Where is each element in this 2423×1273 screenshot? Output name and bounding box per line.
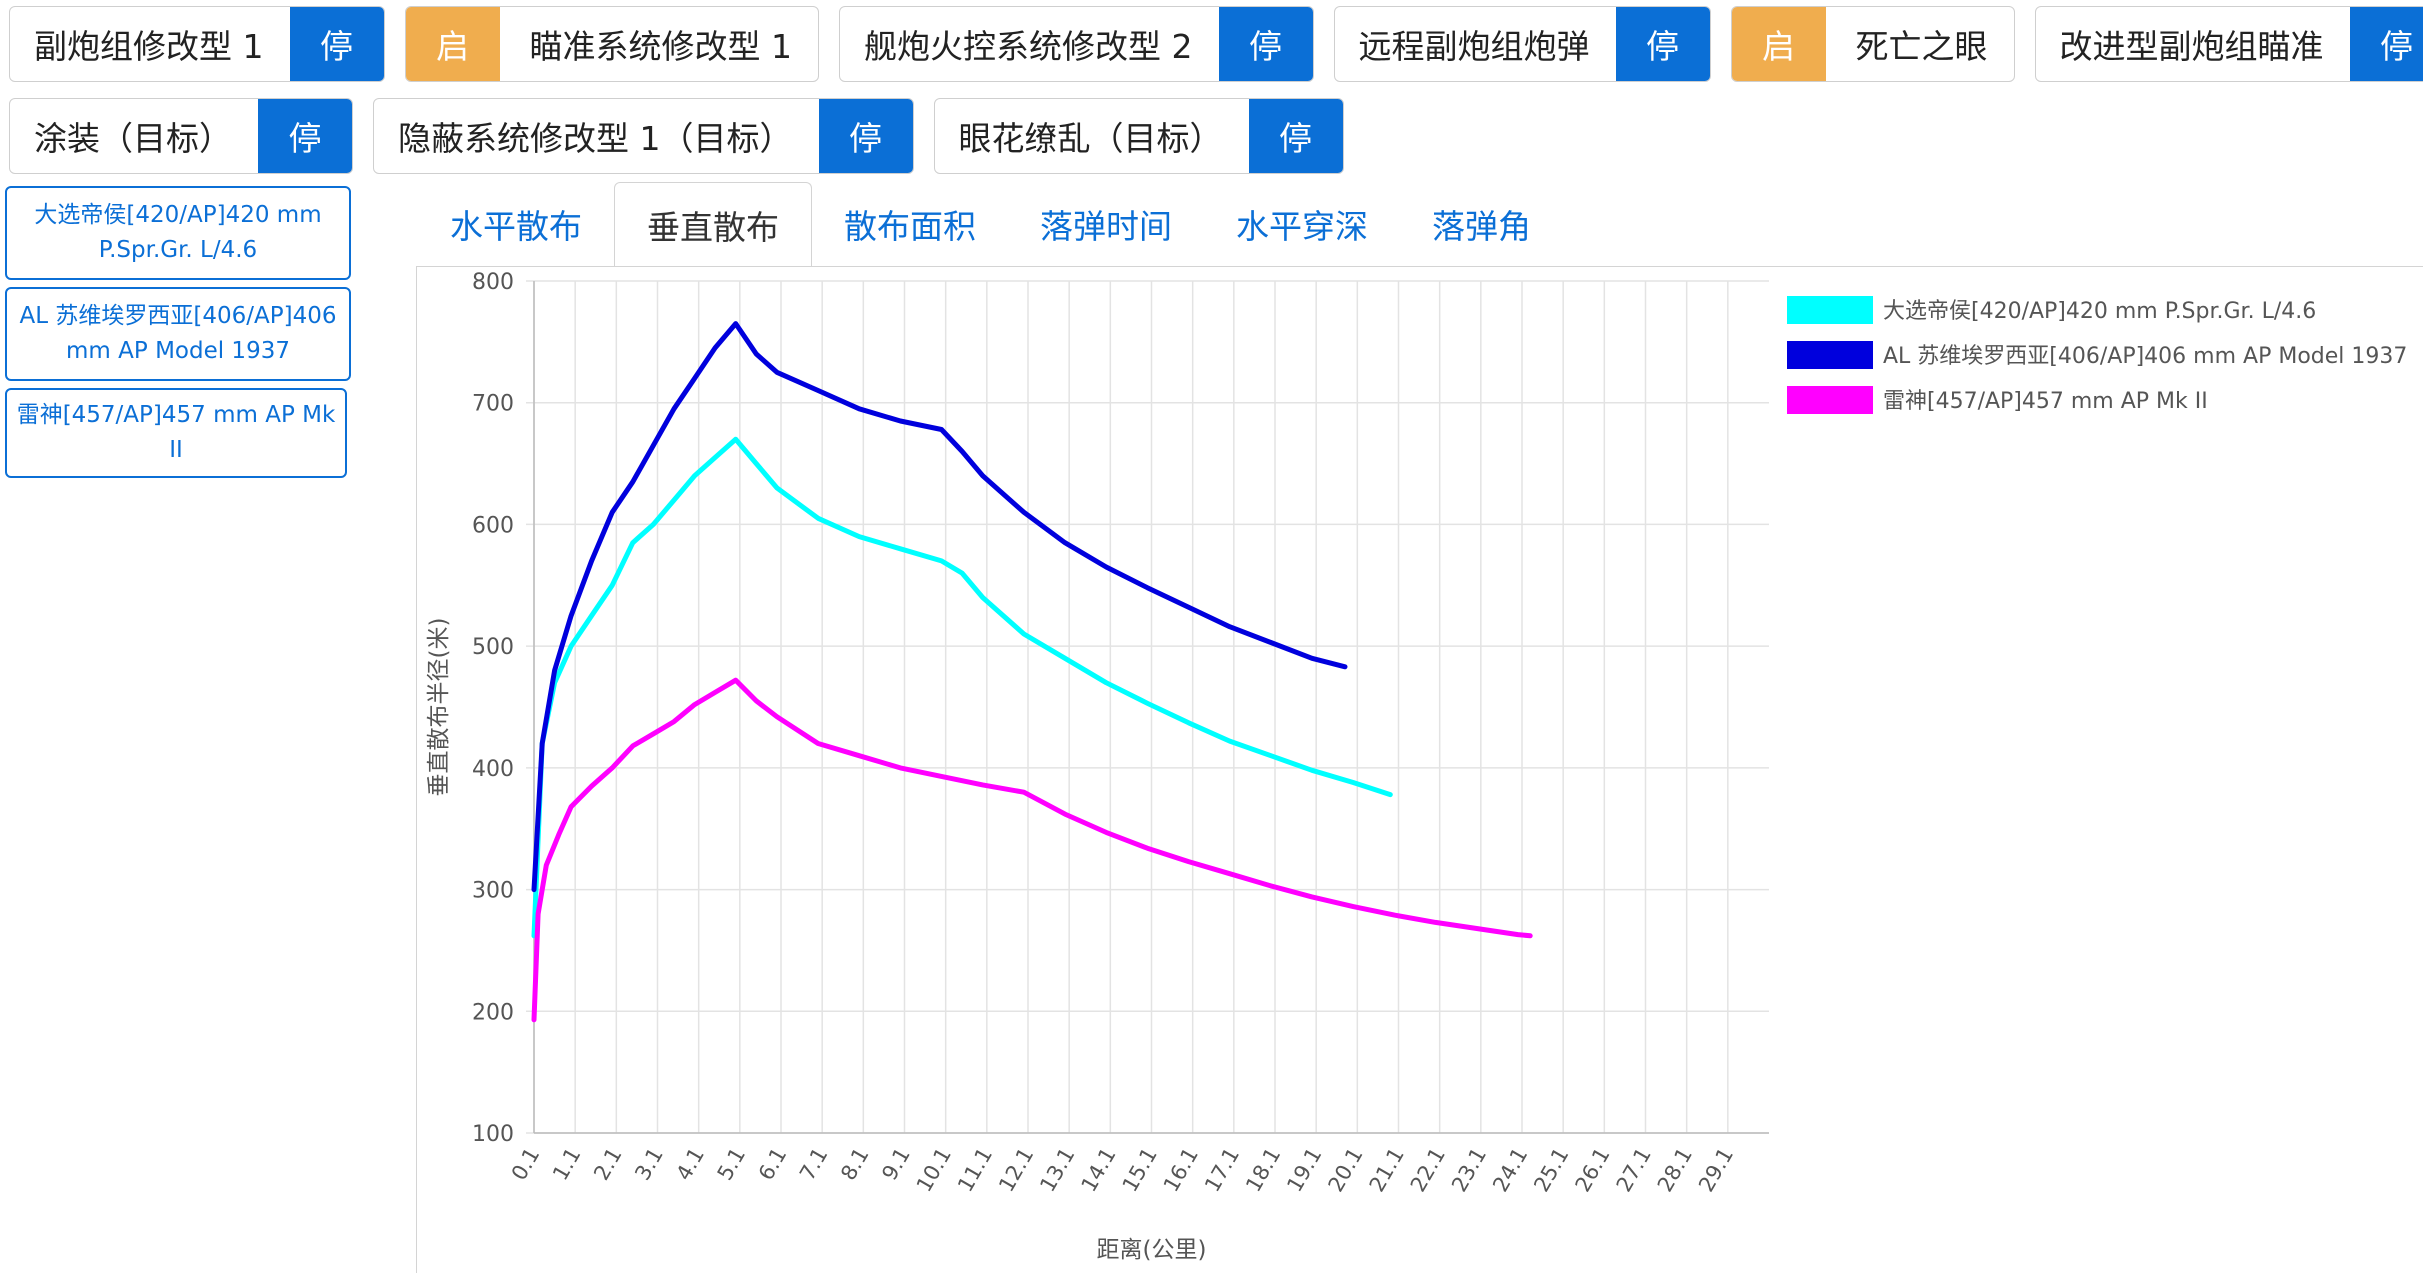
row1-module-0: 副炮组修改型 1 停 xyxy=(9,6,385,82)
x-tick-label: 27.1 xyxy=(1612,1144,1656,1197)
module-enable-toggle[interactable]: 启 xyxy=(405,7,500,81)
x-tick-label: 9.1 xyxy=(877,1144,914,1185)
legend-swatch-1 xyxy=(1787,341,1873,369)
x-tick-label: 8.1 xyxy=(836,1144,873,1185)
module-label: 眼花缭乱（目标） xyxy=(958,119,1223,158)
x-tick-label: 29.1 xyxy=(1694,1144,1738,1197)
legend-label-1: AL 苏维埃罗西亚[406/AP]406 mm AP Model 1937 xyxy=(1883,344,2407,369)
x-tick-label: 25.1 xyxy=(1529,1144,1573,1197)
tab-2[interactable]: 散布面积 xyxy=(844,207,976,246)
x-tick-label: 15.1 xyxy=(1118,1144,1162,1197)
x-tick-label: 7.1 xyxy=(795,1144,832,1185)
x-tick-label: 23.1 xyxy=(1447,1144,1491,1197)
chart-tabs: 水平散布 垂直散布 散布面积 落弹时间 水平穿深 落弹角 xyxy=(418,182,1563,266)
tab-0[interactable]: 水平散布 xyxy=(450,207,582,246)
tab-1[interactable]: 垂直散布 xyxy=(614,182,812,266)
x-tick-label: 1.1 xyxy=(548,1144,585,1185)
x-tick-label: 24.1 xyxy=(1488,1144,1532,1197)
tab-5[interactable]: 落弹角 xyxy=(1432,207,1531,246)
y-tick-label: 600 xyxy=(472,513,514,538)
module-enable-toggle[interactable]: 启 xyxy=(1731,7,1826,81)
x-tick-label: 16.1 xyxy=(1159,1144,1203,1197)
row2-module-2: 眼花缭乱（目标） 停 xyxy=(933,98,1344,174)
y-tick-label: 700 xyxy=(472,392,514,417)
x-tick-label: 3.1 xyxy=(630,1144,667,1185)
chart-panel: 100 200 300 400 500 600 700 800 0.1 1.1 2.1 3.1 4.1 5… xyxy=(416,266,2423,1273)
row1-module-3: 远程副炮组炮弹停 xyxy=(1333,6,1711,82)
row1-module-5: 改进型副炮组瞄准停 xyxy=(2034,6,2423,82)
series-line-0 xyxy=(531,436,1393,939)
legend-swatch-2 xyxy=(1787,386,1873,414)
module-label: 隐蔽系统修改型 1（目标） xyxy=(398,119,793,158)
y-tick-label: 500 xyxy=(472,635,514,660)
shell-button-2[interactable]: 雷神[457/AP]457 mm AP Mk II xyxy=(5,388,347,478)
module-disable-toggle[interactable]: 停 xyxy=(818,99,913,173)
legend-label-2: 雷神[457/AP]457 mm AP Mk II xyxy=(1883,389,2208,414)
x-tick-label: 13.1 xyxy=(1035,1144,1079,1197)
module-label: 远程副炮组炮弹 xyxy=(1358,27,1590,66)
y-tick-label: 100 xyxy=(472,1122,514,1147)
x-tick-label: 21.1 xyxy=(1365,1144,1409,1197)
module-disable-toggle[interactable]: 停 xyxy=(1248,99,1343,173)
y-axis-title: 垂直散布半径(米) xyxy=(426,618,452,797)
row1-module-2: 舰炮火控系统修改型 2 停 xyxy=(839,6,1314,82)
x-tick-label: 10.1 xyxy=(912,1144,956,1197)
module-disable-toggle[interactable]: 停 xyxy=(258,99,352,173)
x-tick-label: 26.1 xyxy=(1570,1144,1614,1197)
x-tick-label: 17.1 xyxy=(1200,1144,1244,1197)
module-label: 涂装（目标） xyxy=(34,119,232,158)
x-tick-label: 18.1 xyxy=(1241,1144,1285,1197)
x-tick-label: 22.1 xyxy=(1406,1144,1450,1197)
x-tick-label: 20.1 xyxy=(1323,1144,1367,1197)
x-tick-label: 28.1 xyxy=(1653,1144,1697,1197)
y-tick-label: 800 xyxy=(472,270,514,295)
x-tick-label: 2.1 xyxy=(589,1144,626,1185)
shell-button-1[interactable]: AL 苏维埃罗西亚[406/AP]406 mm AP Model 1937 xyxy=(5,287,351,381)
y-tick-label: 200 xyxy=(472,1000,514,1025)
legend-swatch-0 xyxy=(1787,296,1873,324)
y-tick-label: 300 xyxy=(472,879,514,904)
module-label: 舰炮火控系统修改型 2 xyxy=(864,27,1193,66)
legend-label-0: 大选帝侯[420/AP]420 mm P.Spr.Gr. L/4.6 xyxy=(1883,299,2316,324)
shell-button-0[interactable]: 大选帝侯[420/AP]420 mm P.Spr.Gr. L/4.6 xyxy=(5,186,351,280)
module-disable-toggle[interactable]: 停 xyxy=(2349,7,2423,81)
x-tick-label: 6.1 xyxy=(754,1144,791,1185)
y-tick-label: 400 xyxy=(472,757,514,782)
module-disable-toggle[interactable]: 停 xyxy=(289,7,384,81)
x-tick-label: 11.1 xyxy=(953,1144,997,1197)
row1-module-4: 启死亡之眼 xyxy=(1730,6,2015,82)
x-tick-label: 14.1 xyxy=(1076,1144,1120,1197)
module-row-1: 副炮组修改型 1 停启瞄准系统修改型 1 舰炮火控系统修改型 2 停远程副炮组炮弹停启… xyxy=(9,6,2423,82)
tab-4[interactable]: 水平穿深 xyxy=(1236,207,1368,246)
module-row-2: 涂装（目标）停隐蔽系统修改型 1（目标）停眼花缭乱（目标）停 xyxy=(9,98,1364,174)
module-label: 改进型副炮组瞄准 xyxy=(2059,27,2324,66)
module-disable-toggle[interactable]: 停 xyxy=(1218,7,1313,81)
row2-module-0: 涂装（目标） 停 xyxy=(9,98,353,174)
series-line-1 xyxy=(531,321,1348,893)
module-disable-toggle[interactable]: 停 xyxy=(1615,7,1710,81)
series-line-2 xyxy=(531,677,1533,1023)
row1-module-1: 启瞄准系统修改型 1 xyxy=(404,6,819,82)
module-label: 副炮组修改型 1 xyxy=(34,27,264,66)
vertical-dispersion-chart: 100 200 300 400 500 600 700 800 0.1 1.1 2.1 3.1 4.1 5… xyxy=(426,270,2407,1263)
row2-module-1: 隐蔽系统修改型 1（目标） 停 xyxy=(373,98,914,174)
tab-3[interactable]: 落弹时间 xyxy=(1040,207,1172,246)
x-tick-label: 0.1 xyxy=(507,1144,544,1185)
shell-list: 大选帝侯[420/AP]420 mm P.Spr.Gr. L/4.6 AL 苏维埃… xyxy=(5,186,351,485)
module-label: 死亡之眼 xyxy=(1855,27,1988,66)
x-tick-label: 4.1 xyxy=(672,1144,709,1185)
x-tick-label: 12.1 xyxy=(994,1144,1038,1197)
x-axis-title: 距离(公里) xyxy=(1097,1237,1207,1263)
x-tick-label: 5.1 xyxy=(713,1144,750,1185)
module-label: 瞄准系统修改型 1 xyxy=(529,27,793,66)
x-tick-label: 19.1 xyxy=(1282,1144,1326,1197)
